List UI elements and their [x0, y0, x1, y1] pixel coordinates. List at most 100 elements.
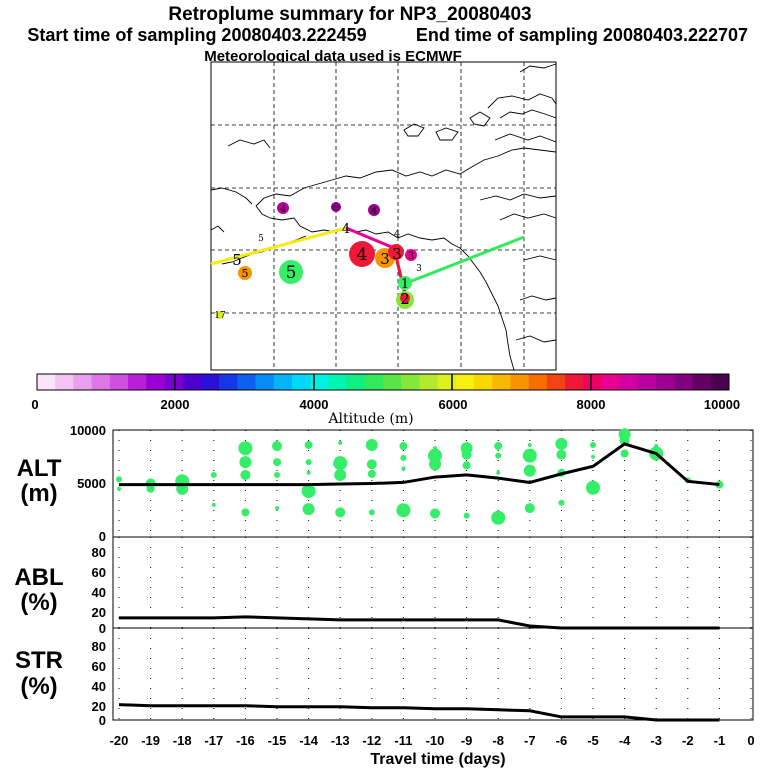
alt-cluster-point — [275, 506, 279, 511]
alt-mean-line — [119, 442, 720, 487]
map-point-label: 3 — [392, 245, 402, 263]
map-point-label: 4 — [371, 206, 377, 217]
colorbar-cell — [310, 374, 329, 390]
colorbar-cell — [273, 374, 293, 390]
x-tick-label: -16 — [236, 733, 255, 748]
map-point — [331, 202, 341, 212]
colorbar-cell — [164, 374, 184, 390]
str-panel-unit: (%) — [20, 673, 57, 700]
colorbar-cell — [255, 374, 275, 390]
alt-cluster-point — [241, 508, 250, 517]
alt-cluster-point — [240, 469, 251, 480]
colorbar-cell — [601, 374, 621, 390]
alt-cluster-point — [367, 469, 376, 478]
colorbar-cell — [692, 374, 712, 390]
colorbar-cell — [237, 374, 257, 390]
map-point-labels: 4 4 5 5 5 5 17 4 4 4 3 3 3 3 1 2 — [214, 204, 422, 321]
colorbar-cell — [328, 374, 348, 390]
x-tick-label: -20 — [110, 733, 129, 748]
colorbar-cell — [510, 374, 530, 390]
alt-cluster-point — [463, 512, 470, 519]
alt-panel-unit: (m) — [20, 480, 57, 507]
x-tick-label: -8 — [492, 733, 504, 748]
alt-cluster-point — [555, 437, 568, 450]
str-ytick: 60 — [92, 659, 106, 674]
alt-cluster-point — [495, 452, 502, 459]
str-ytick: 0 — [99, 713, 106, 728]
alt-cluster-point — [368, 509, 375, 516]
alt-cluster-point — [433, 446, 437, 451]
alt-cluster-point — [306, 470, 311, 475]
colorbar-cell — [109, 374, 129, 390]
colorbar-cell — [674, 374, 694, 390]
alt-cluster-point — [401, 466, 406, 471]
colorbar-frame — [36, 373, 730, 391]
alt-cluster-point — [335, 507, 346, 518]
colorbar-tick: 8000 — [577, 397, 606, 412]
colorbar-tick: 10000 — [704, 397, 740, 412]
x-axis-ticks: -20 -19 -18 -17 -16 -15 -14 -13 -12 -11 -10 -9 -8 -7-… — [110, 733, 755, 748]
alt-cluster-point — [175, 474, 190, 489]
trajectory-green — [403, 235, 525, 286]
x-tick-label: -12 — [362, 733, 381, 748]
alt-cluster-point — [558, 499, 565, 506]
alt-cluster-point — [494, 442, 503, 451]
colorbar-cell — [346, 374, 366, 390]
alt-cluster-point — [590, 441, 596, 448]
colorbar-cell — [419, 374, 439, 390]
map-point-label: 3 — [416, 264, 422, 274]
map-point — [398, 276, 412, 290]
colorbar-cell — [656, 374, 675, 390]
colorbar-cell — [200, 374, 220, 390]
map-point — [216, 311, 224, 319]
x-tick-label: -11 — [394, 733, 412, 748]
map-cluster-points — [216, 202, 417, 319]
colorbar-cell — [455, 374, 475, 390]
alt-panel: 10000 5000 0 ALT (m) — [17, 423, 754, 544]
map-point-label: 3 — [380, 250, 390, 268]
map-point-label: 5 — [286, 263, 297, 283]
alt-cluster-point — [338, 440, 343, 445]
altitude-colorbar: 0 2000 4000 6000 8000 10000 Altitude (m) — [31, 373, 740, 427]
alt-cluster-point — [430, 508, 440, 519]
x-tick-label: -17 — [204, 733, 223, 748]
colorbar-cell — [474, 374, 493, 390]
alt-cluster-point — [620, 449, 629, 458]
alt-cluster-point — [117, 486, 121, 491]
colorbar-cell — [383, 374, 402, 390]
colorbar-tick: 0 — [31, 397, 38, 412]
str-panel: 80 60 40 20 0 STR (%) — [15, 627, 754, 728]
colorbar-cell — [401, 374, 420, 390]
alt-panel-label: ALT — [17, 455, 62, 482]
map-point — [368, 204, 380, 216]
map-point-label: 4 — [394, 229, 400, 240]
alt-cluster-point — [618, 428, 631, 441]
map-point-label: 2 — [400, 290, 410, 308]
map-point — [388, 244, 404, 260]
figure-title: Retroplume summary for NP3_20080403 — [168, 4, 531, 25]
alt-cluster-point — [272, 441, 282, 452]
abl-panel-label: ABL — [14, 564, 63, 591]
x-tick-label: -1 — [714, 733, 726, 748]
map-point — [277, 202, 289, 214]
alt-cluster-point — [654, 444, 659, 449]
map-point-label: 4 — [280, 204, 286, 215]
colorbar-cell — [55, 374, 74, 390]
alt-cluster-point — [496, 470, 501, 475]
alt-cluster-point — [428, 448, 442, 463]
alt-cluster-point — [491, 510, 506, 525]
alt-cluster-point — [556, 449, 567, 460]
x-tick-label: -18 — [173, 733, 192, 748]
alt-cluster-point — [591, 454, 595, 459]
colorbar-cell — [364, 374, 384, 390]
x-tick-label: -14 — [299, 733, 319, 748]
trajectory-yellow — [210, 226, 347, 266]
alt-ytick: 10000 — [70, 423, 106, 438]
map-frame — [210, 61, 557, 371]
abl-frame — [112, 536, 754, 629]
colorbar-cell — [710, 374, 730, 390]
map-point — [400, 293, 410, 303]
colorbar-cell — [583, 374, 603, 390]
x-tick-label: -9 — [461, 733, 473, 748]
